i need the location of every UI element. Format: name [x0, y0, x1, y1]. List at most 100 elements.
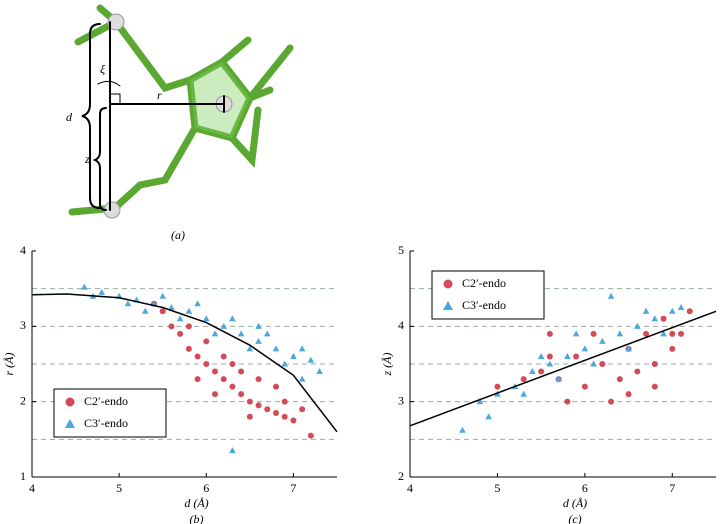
y-tick-label: 2: [20, 393, 26, 407]
x-axis-label: d (Å): [184, 496, 208, 510]
point: [546, 330, 553, 337]
point: [298, 345, 306, 352]
x-tick-label: 6: [582, 481, 588, 495]
point: [246, 398, 253, 405]
point: [141, 307, 149, 314]
legend-label: C3′-endo: [462, 298, 506, 312]
x-tick-label: 7: [290, 481, 296, 495]
y-tick-label: 4: [20, 243, 26, 257]
point: [124, 300, 132, 307]
point: [203, 361, 210, 367]
point: [159, 292, 167, 299]
legend-label: C3′-endo: [84, 416, 128, 430]
point: [203, 338, 210, 345]
point: [263, 330, 271, 337]
legend-box: [53, 388, 167, 438]
point: [281, 360, 289, 367]
point: [220, 353, 227, 360]
x-tick-label: 5: [494, 481, 500, 495]
brace-d: [81, 23, 101, 209]
point: [634, 322, 641, 329]
point: [459, 426, 466, 433]
point: [643, 330, 650, 337]
point: [485, 413, 492, 420]
point: [80, 283, 88, 290]
point: [211, 330, 219, 337]
point: [298, 375, 306, 382]
point: [212, 368, 218, 375]
point: [98, 288, 106, 295]
point: [194, 376, 201, 383]
point: [581, 345, 589, 352]
point: [177, 330, 184, 337]
point: [590, 360, 597, 367]
point: [229, 361, 236, 367]
y-tick-label: 1: [20, 469, 26, 483]
point: [546, 360, 554, 367]
molecule-diagram: [68, 4, 294, 219]
point: [573, 353, 580, 360]
point: [564, 398, 571, 405]
legend-marker: [443, 279, 453, 289]
legend-label: C2′-endo: [462, 276, 506, 290]
xi-label: ξ: [100, 62, 106, 76]
panel-caption: (a): [171, 228, 185, 242]
point: [290, 352, 297, 359]
point: [299, 406, 306, 413]
x-tick-label: 5: [116, 481, 122, 495]
point: [307, 356, 315, 363]
panel-caption: (b): [190, 512, 204, 524]
legend-marker: [443, 301, 453, 310]
point: [229, 447, 236, 454]
x-axis-label: d (Å): [563, 496, 587, 510]
point: [634, 368, 641, 375]
point: [599, 361, 606, 367]
point: [669, 345, 676, 352]
point: [264, 406, 271, 413]
point: [572, 330, 580, 337]
point: [538, 368, 545, 375]
y-axis-label: r (Å): [2, 353, 16, 376]
point: [238, 391, 245, 398]
point: [290, 417, 297, 424]
point: [176, 315, 184, 322]
y-tick-label: 3: [398, 393, 404, 407]
point: [599, 337, 606, 344]
x-tick-label: 7: [669, 481, 675, 495]
point: [537, 352, 545, 359]
point: [476, 398, 484, 405]
legend-label: C2′-endo: [84, 394, 128, 408]
fit-line: [31, 293, 338, 433]
x-tick-label: 4: [407, 481, 413, 495]
point: [168, 323, 175, 330]
point: [185, 307, 193, 314]
point: [212, 391, 218, 398]
y-tick-label: 5: [398, 243, 404, 257]
point: [246, 413, 253, 420]
sticks: [68, 4, 294, 216]
point: [651, 361, 658, 367]
point: [564, 352, 571, 359]
point: [608, 398, 615, 405]
point: [281, 413, 288, 420]
axis-lines: [97, 21, 225, 211]
point: [255, 322, 262, 329]
fit-line: [409, 310, 717, 427]
d-label: d: [66, 110, 73, 124]
point: [642, 307, 650, 314]
point: [220, 376, 227, 383]
point: [202, 315, 210, 322]
point: [616, 376, 623, 383]
point: [229, 383, 236, 390]
point: [660, 315, 667, 322]
point: [307, 432, 314, 439]
point: [616, 330, 624, 337]
point: [255, 402, 262, 409]
point: [669, 330, 676, 337]
point: [590, 330, 597, 337]
z-label: z: [84, 152, 90, 166]
r-label: r: [157, 88, 162, 102]
point: [529, 368, 536, 375]
point: [229, 315, 236, 322]
